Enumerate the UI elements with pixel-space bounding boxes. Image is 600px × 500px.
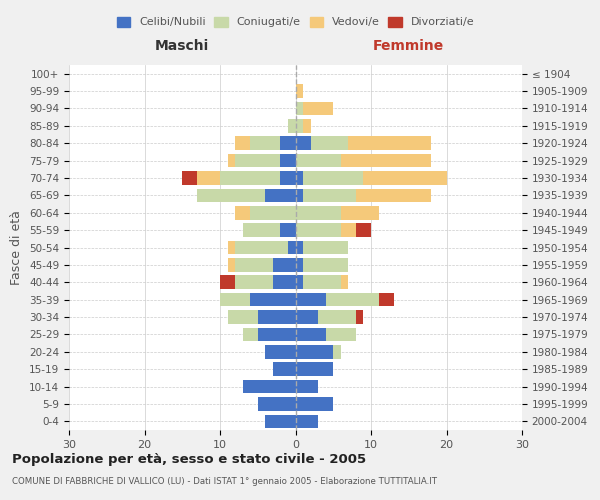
Bar [220,171,280,185]
Bar [296,345,333,358]
Bar [356,188,431,202]
Bar [333,345,341,358]
Bar [273,276,296,289]
Bar [379,293,394,306]
Bar [280,136,296,150]
Bar [296,102,303,115]
Bar [273,362,296,376]
Bar [296,414,318,428]
Bar [288,119,296,132]
Bar [250,293,296,306]
Text: Maschi: Maschi [155,39,209,53]
Bar [235,258,273,272]
Bar [235,206,250,220]
Bar [220,293,250,306]
Text: Femmine: Femmine [373,39,445,53]
Bar [326,328,356,341]
Bar [296,328,326,341]
Bar [349,136,431,150]
Bar [265,345,296,358]
Bar [303,102,333,115]
Bar [227,310,258,324]
Bar [296,84,303,98]
Bar [280,171,296,185]
Bar [280,224,296,237]
Legend: Celibi/Nubili, Coniugati/e, Vedovi/e, Divorziati/e: Celibi/Nubili, Coniugati/e, Vedovi/e, Di… [112,12,479,32]
Bar [296,258,303,272]
Y-axis label: Fasce di età: Fasce di età [10,210,23,285]
Bar [303,258,349,272]
Bar [296,380,318,394]
Bar [303,171,364,185]
Bar [296,206,341,220]
Bar [235,154,280,168]
Bar [250,136,280,150]
Bar [303,119,311,132]
Bar [356,224,371,237]
Bar [227,258,235,272]
Bar [296,154,341,168]
Bar [273,258,296,272]
Bar [326,293,379,306]
Bar [296,276,303,289]
Bar [296,171,303,185]
Bar [296,240,303,254]
Bar [227,154,235,168]
Bar [296,293,326,306]
Bar [258,397,296,410]
Bar [341,206,379,220]
Text: COMUNE DI FABBRICHE DI VALLICO (LU) - Dati ISTAT 1° gennaio 2005 - Elaborazione : COMUNE DI FABBRICHE DI VALLICO (LU) - Da… [12,478,437,486]
Y-axis label: Anni di nascita: Anni di nascita [597,201,600,294]
Bar [197,171,220,185]
Bar [296,397,333,410]
Bar [341,276,349,289]
Bar [235,276,273,289]
Bar [242,224,280,237]
Bar [288,240,296,254]
Bar [318,310,356,324]
Bar [220,276,235,289]
Bar [296,362,333,376]
Bar [182,171,197,185]
Bar [258,310,296,324]
Bar [356,310,364,324]
Bar [296,119,303,132]
Bar [296,224,341,237]
Bar [197,188,265,202]
Bar [227,240,235,254]
Bar [242,328,258,341]
Bar [303,240,349,254]
Bar [296,136,311,150]
Bar [265,188,296,202]
Bar [235,240,288,254]
Text: Popolazione per età, sesso e stato civile - 2005: Popolazione per età, sesso e stato civil… [12,452,366,466]
Bar [303,188,356,202]
Bar [311,136,349,150]
Bar [265,414,296,428]
Bar [303,276,341,289]
Bar [242,380,296,394]
Bar [296,310,318,324]
Bar [235,136,250,150]
Bar [250,206,296,220]
Bar [296,188,303,202]
Bar [258,328,296,341]
Bar [280,154,296,168]
Bar [364,171,446,185]
Bar [341,154,431,168]
Bar [341,224,356,237]
